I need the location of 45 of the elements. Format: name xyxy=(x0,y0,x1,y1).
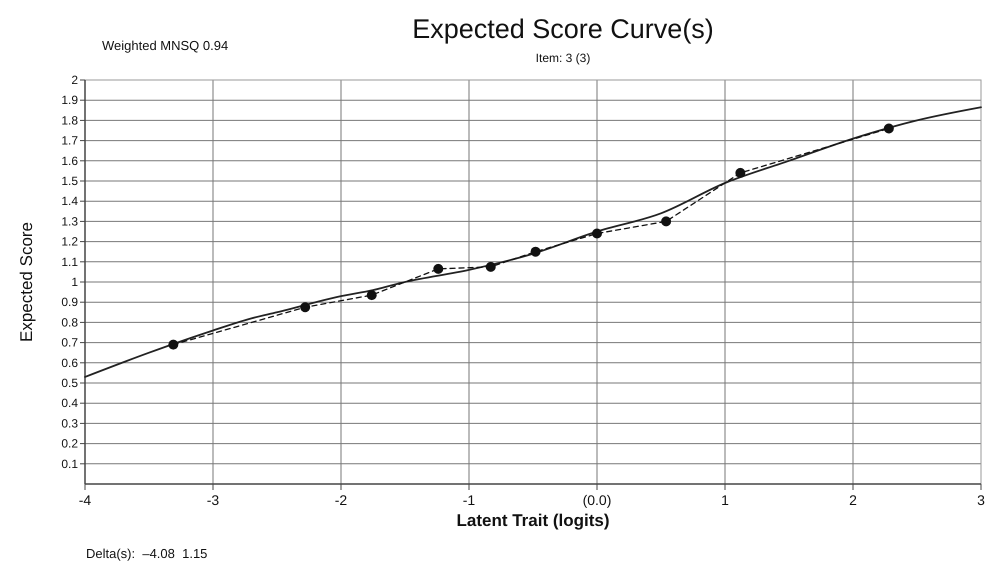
text: Delta(s): –4.08 1.15 xyxy=(86,546,208,561)
y-tick-label: 1.6 xyxy=(61,154,78,168)
line-series xyxy=(84,106,982,378)
y-tick-label: 0.7 xyxy=(61,336,78,350)
point xyxy=(530,246,541,257)
x-tick-label: -2 xyxy=(334,492,348,508)
y-tick-label: 1.5 xyxy=(61,174,78,188)
y-tick-label: 0.3 xyxy=(61,416,78,430)
point xyxy=(661,216,672,226)
x-axis-title: Latent Trait (logits) xyxy=(456,511,610,530)
point xyxy=(592,228,602,239)
y-axis-title: Expected Score xyxy=(17,222,36,342)
y-tick-label: 0.9 xyxy=(61,295,78,310)
y-tick-label: 0.1 xyxy=(61,456,78,471)
point xyxy=(300,302,310,312)
y-tick-label: 0.6 xyxy=(61,356,78,370)
y-tick-label: 0.2 xyxy=(61,436,78,451)
y-tick-label: 1.1 xyxy=(61,254,78,269)
point xyxy=(735,168,746,178)
y-tick-label: 1.7 xyxy=(61,134,78,148)
y-tick-label: 1.9 xyxy=(61,93,78,108)
chart-subtitle: Item: 3 (3) xyxy=(536,51,590,65)
point xyxy=(486,262,496,272)
x-tick-label: 3 xyxy=(977,492,985,508)
x-tick-label: -3 xyxy=(206,492,220,508)
point xyxy=(168,340,178,350)
y-tick-label: 1 xyxy=(71,275,78,289)
point xyxy=(366,290,377,300)
x-tick-label: 2 xyxy=(849,492,858,508)
y-tick-label: 1.2 xyxy=(61,234,78,249)
text: Weighted MNSQ 0.94 xyxy=(102,38,228,53)
x-tick-label: (0.0) xyxy=(582,492,612,508)
y-tick-label: 1.3 xyxy=(61,214,78,228)
y-tick-label: 2 xyxy=(71,73,78,87)
y-tick-label: 0.5 xyxy=(61,376,78,390)
x-tick-label: -1 xyxy=(462,492,476,508)
chart-title: Expected Score Curve(s) xyxy=(412,14,714,44)
y-tick-label: 1.8 xyxy=(61,113,78,128)
point xyxy=(433,264,444,274)
y-tick-label: 1.4 xyxy=(61,194,78,208)
x-tick-label: -4 xyxy=(78,492,92,508)
y-tick-label: 0.8 xyxy=(61,315,78,330)
x-tick-label: 1 xyxy=(721,492,730,508)
point xyxy=(884,123,894,134)
y-tick-label: 0.4 xyxy=(61,396,78,410)
